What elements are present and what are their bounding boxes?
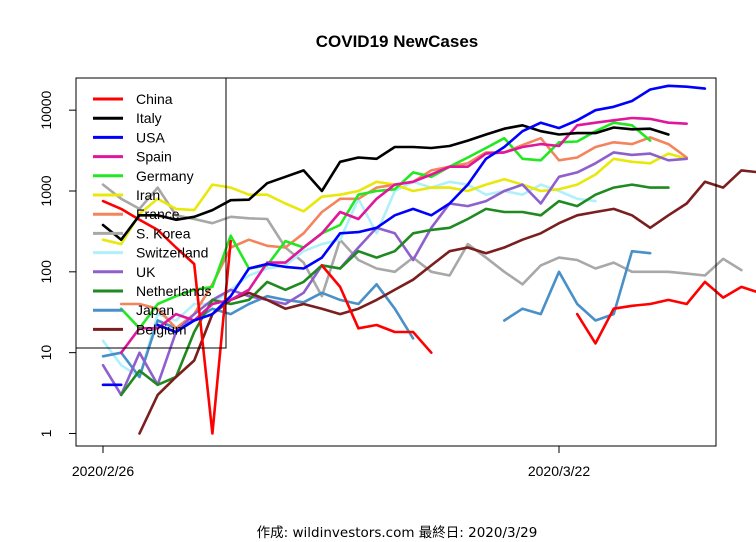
chart-title: COVID19 NewCases (316, 32, 479, 51)
legend: China Italy USA Spain Germany Iran France S. Ko… (75, 77, 227, 349)
legend-label-japan: Japan (136, 302, 174, 318)
legend-label-netherlands: Netherlands (136, 283, 212, 299)
series-line-japan (101, 282, 415, 379)
series-line-usa (156, 84, 707, 334)
y-tick-label: 10 (38, 345, 54, 361)
legend-label-spain: Spain (136, 149, 172, 165)
y-tick-label: 1 (38, 429, 54, 437)
legend-label-s-korea: S. Korea (136, 225, 191, 241)
legend-label-france: France (136, 206, 180, 222)
series-line-japan (502, 249, 652, 322)
series-line-belgium (138, 169, 756, 435)
series-layer (101, 84, 756, 435)
legend-label-uk: UK (136, 264, 156, 280)
series-line-china (575, 280, 756, 345)
series-line-switzerland (101, 180, 597, 379)
legend-label-iran: Iran (136, 187, 160, 203)
legend-label-italy: Italy (136, 110, 162, 126)
legend-box (75, 77, 227, 349)
series-line-netherlands (119, 183, 670, 397)
series-line-china (101, 199, 232, 435)
legend-label-belgium: Belgium (136, 321, 187, 337)
legend-label-china: China (136, 91, 173, 107)
series-line-china (320, 264, 433, 355)
legend-label-switzerland: Switzerland (136, 245, 208, 261)
y-tick-label: 100 (38, 260, 54, 284)
series-line-s-korea (101, 183, 743, 298)
x-tick-label: 2020/2/26 (72, 463, 134, 479)
series-line-spain (119, 116, 689, 355)
chart-caption: 作成: wildinvestors.com 最終日: 2020/3/29 (257, 525, 538, 541)
series-line-italy (101, 124, 670, 241)
legend-label-usa: USA (136, 129, 165, 145)
y-tick-label: 1000 (38, 175, 54, 206)
y-tick-label: 10000 (38, 90, 54, 129)
x-tick-label: 2020/3/22 (528, 463, 590, 479)
axis-layer: 1 10 100 1000 10000 2020/2/26 2020/3/22 (38, 90, 590, 479)
legend-label-germany: Germany (136, 168, 194, 184)
